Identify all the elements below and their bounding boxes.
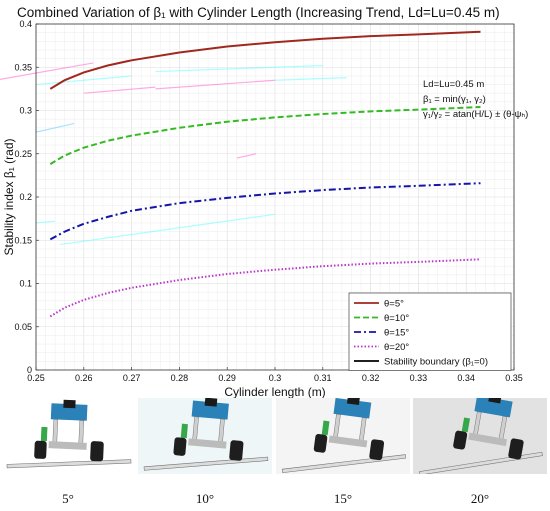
robot-illustration xyxy=(143,397,269,471)
legend: θ=5° θ=10° θ=15° θ=20° Stability boundary (β… xyxy=(348,292,512,371)
robot-sensor xyxy=(204,397,218,407)
artifact-stroke-4 xyxy=(155,79,276,90)
y-tick-label: 0.4 xyxy=(19,19,32,29)
robot-caption-2: 10° xyxy=(195,491,215,506)
robot-wheel-right xyxy=(229,440,244,461)
x-tick-label: 0.25 xyxy=(27,373,45,383)
y-tick-label: 0.3 xyxy=(19,106,32,116)
robot-photo-2 xyxy=(138,397,272,474)
ramp-plank xyxy=(143,456,269,471)
x-tick-label: 0.29 xyxy=(218,373,236,383)
robot-wheel-left xyxy=(34,440,47,459)
artifact-stroke-0 xyxy=(0,62,94,80)
robot-board xyxy=(321,420,330,436)
series-line-2 xyxy=(49,106,481,165)
x-tick-label: 0.31 xyxy=(314,373,332,383)
artifact-stroke-2 xyxy=(155,64,323,73)
robot-photo-4 xyxy=(413,393,547,476)
chart: Combined Variation of β₁ with Cylinder L… xyxy=(0,5,528,399)
ramp-plank xyxy=(281,454,407,473)
series-group xyxy=(49,30,481,318)
robot-wheel-left xyxy=(173,437,187,456)
robot-sensor xyxy=(63,399,76,409)
artifact-stroke-8 xyxy=(236,153,257,159)
robot-board xyxy=(461,417,471,433)
robot-top-plate xyxy=(474,395,513,418)
robot-chassis xyxy=(328,435,368,448)
robot-sensor xyxy=(346,395,360,406)
x-tick-label: 0.34 xyxy=(457,373,475,383)
legend-label-1: θ=5° xyxy=(384,299,404,310)
x-tick-label: 0.33 xyxy=(410,373,428,383)
axis-ticks: 0.25 0.26 0.27 0.28 0.29 0.3 0.31 0.32 0.33 0.34 0… xyxy=(14,19,522,383)
robot-chassis xyxy=(48,441,87,450)
artifact-stroke-6 xyxy=(35,122,75,133)
artifact-stroke-5 xyxy=(274,77,347,81)
x-tick-label: 0.28 xyxy=(171,373,189,383)
robot-illustration xyxy=(281,395,407,473)
ramp-plank xyxy=(419,451,543,476)
robot-photo-3 xyxy=(276,395,410,474)
y-tick-label: 0.1 xyxy=(19,279,32,289)
y-tick-label: 0.25 xyxy=(14,149,32,159)
robot-illustration xyxy=(6,399,132,469)
robot-board xyxy=(40,426,48,442)
artifact-stroke-7 xyxy=(59,213,276,246)
y-tick-label: 0.15 xyxy=(14,235,32,245)
series-line-1 xyxy=(49,30,481,90)
annotation-box: Ld=Lu=0.45 m β₁ = min(γ₁, γ₂) γ₁/γ₂ = at… xyxy=(423,79,528,120)
robot-illustration xyxy=(419,393,543,476)
robot-wheel-left xyxy=(313,434,328,453)
artifact-stroke-3 xyxy=(83,86,156,94)
x-tick-label: 0.3 xyxy=(269,373,282,383)
robot-caption-4: 20° xyxy=(470,491,490,506)
artifact-stroke-1 xyxy=(35,75,132,86)
robot-top-plate xyxy=(50,403,88,421)
robot-chassis xyxy=(468,432,508,447)
chart-title: Combined Variation of β₁ with Cylinder L… xyxy=(17,5,500,20)
ramp-plank xyxy=(6,459,132,469)
robot-wheel-right xyxy=(369,439,385,461)
robot-top-plate xyxy=(191,400,229,420)
robot-board xyxy=(180,423,188,439)
robot-caption-1: 5° xyxy=(62,491,74,506)
background-artifacts xyxy=(0,62,347,246)
robot-wheel-left xyxy=(453,430,468,450)
robot-photo-1 xyxy=(1,398,135,474)
robot-chassis xyxy=(188,438,227,449)
y-tick-label: 0.35 xyxy=(14,62,32,72)
legend-label-4: θ=20° xyxy=(384,342,409,353)
annotation-line-2: β₁ = min(γ₁, γ₂) xyxy=(423,94,486,105)
robot-wheel-right xyxy=(508,438,524,460)
legend-label-5: Stability boundary (β₁=0) xyxy=(384,357,488,368)
annotation-line-3: γ₁/γ₂ = atan(H/L) ± (θ-ψₕ) xyxy=(423,109,528,120)
x-tick-label: 0.35 xyxy=(505,373,523,383)
x-tick-label: 0.26 xyxy=(75,373,93,383)
x-tick-label: 0.27 xyxy=(123,373,141,383)
annotation-line-1: Ld=Lu=0.45 m xyxy=(423,79,484,90)
y-tick-label: 0.2 xyxy=(19,192,32,202)
y-axis-label: Stability index β₁ (rad) xyxy=(2,139,16,256)
robot-caption-3: 15° xyxy=(333,491,353,506)
robot-wheel-right xyxy=(90,441,104,462)
legend-label-3: θ=15° xyxy=(384,328,409,339)
y-tick-label: 0 xyxy=(27,365,32,375)
x-tick-label: 0.32 xyxy=(362,373,380,383)
y-tick-label: 0.05 xyxy=(14,322,32,332)
legend-label-2: θ=10° xyxy=(384,313,409,324)
artifact-stroke-9 xyxy=(35,220,56,224)
x-axis-label: Cylinder length (m) xyxy=(224,385,325,399)
robot-top-plate xyxy=(333,397,372,419)
series-line-3 xyxy=(49,182,481,241)
